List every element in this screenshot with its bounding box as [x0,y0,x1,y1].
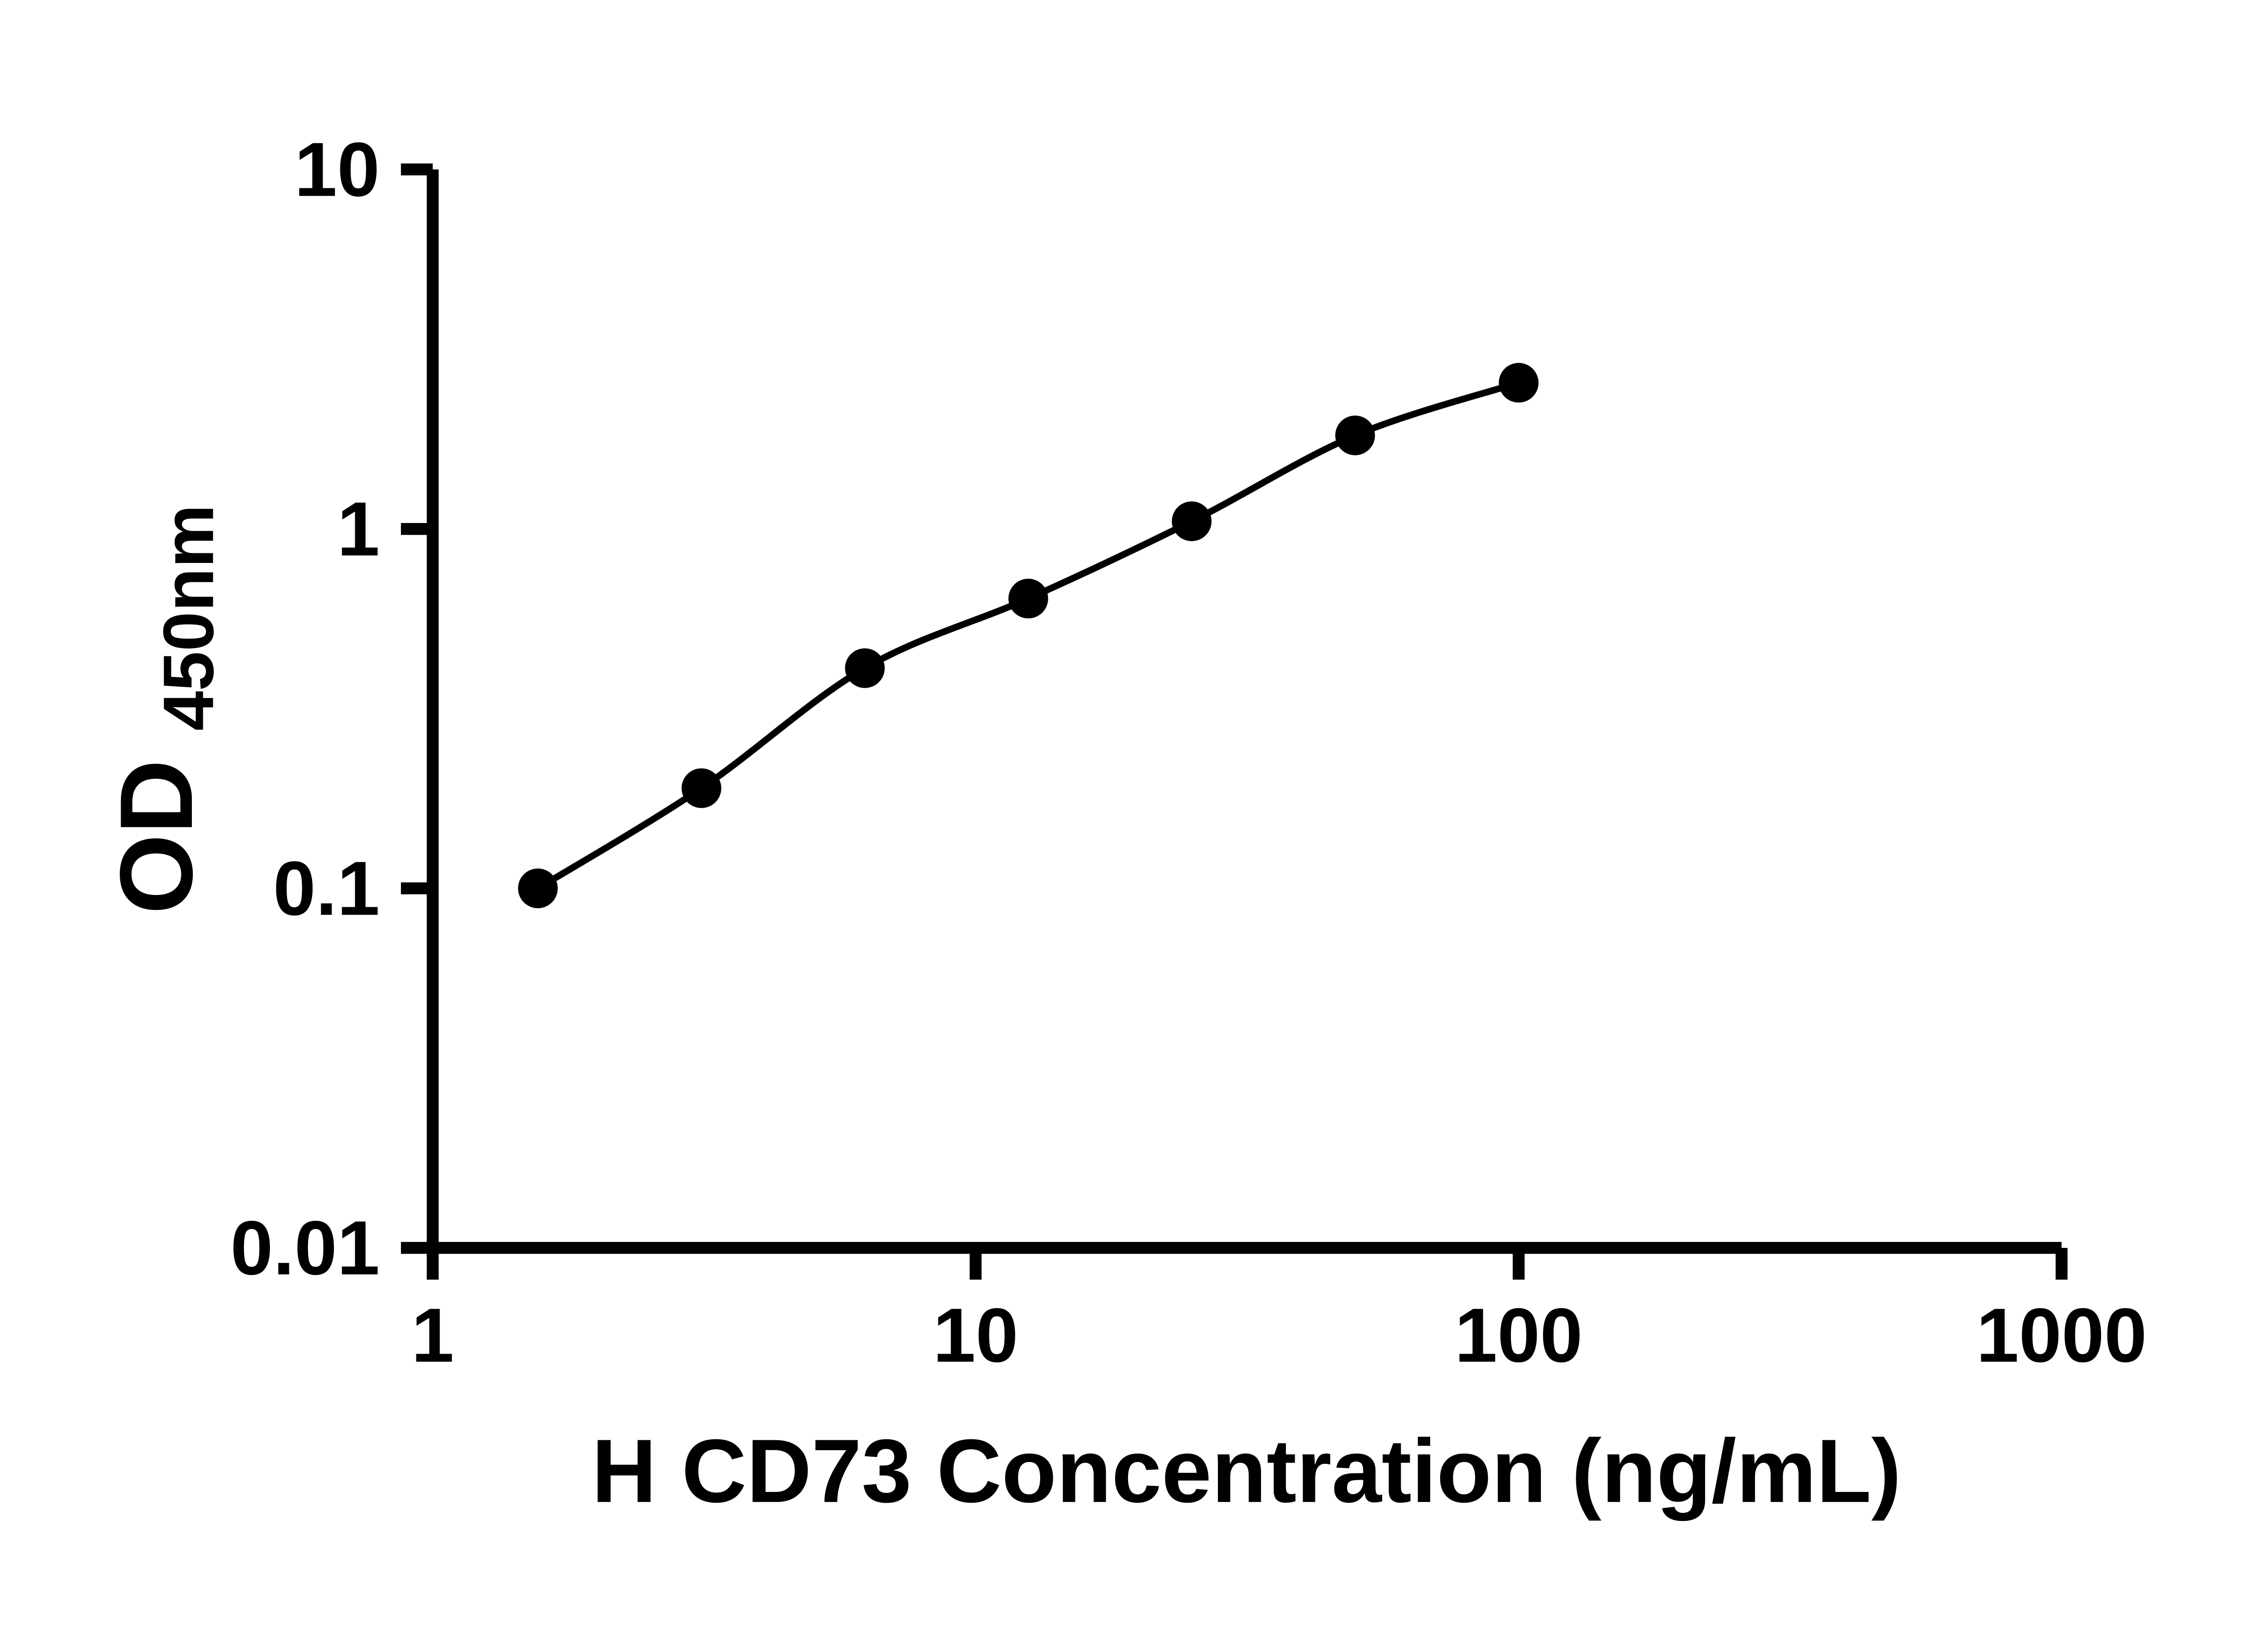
series-layer [518,363,1539,909]
y-tick-label: 0.01 [230,1205,380,1291]
data-point [1008,578,1048,619]
data-point [681,768,722,808]
axes-layer: 1 10 100 1000 0.01 0.1 1 10 [230,127,2147,1378]
y-axis-title-subscript: 450nm [149,504,229,731]
axis-lines [426,169,2062,1254]
y-tick-label: 10 [294,127,380,212]
data-point [1499,363,1539,403]
y-tick-label: 1 [337,486,380,572]
data-point [518,868,558,909]
y-axis-title-main: OD [99,759,214,914]
x-tick-label: 1 [411,1292,454,1378]
data-point [845,648,885,688]
x-tick-label: 10 [933,1292,1018,1378]
y-tick-label: 0.1 [273,846,380,931]
x-tick-label: 1000 [1976,1292,2147,1378]
data-point [1335,416,1375,455]
data-point [1172,501,1212,541]
y-axis-title: OD 450nm [99,504,229,914]
x-axis-title: H CD73 Concentration (ng/mL) [591,1421,1901,1521]
x-tick-label: 100 [1455,1292,1583,1378]
fit-curve [536,379,1520,891]
